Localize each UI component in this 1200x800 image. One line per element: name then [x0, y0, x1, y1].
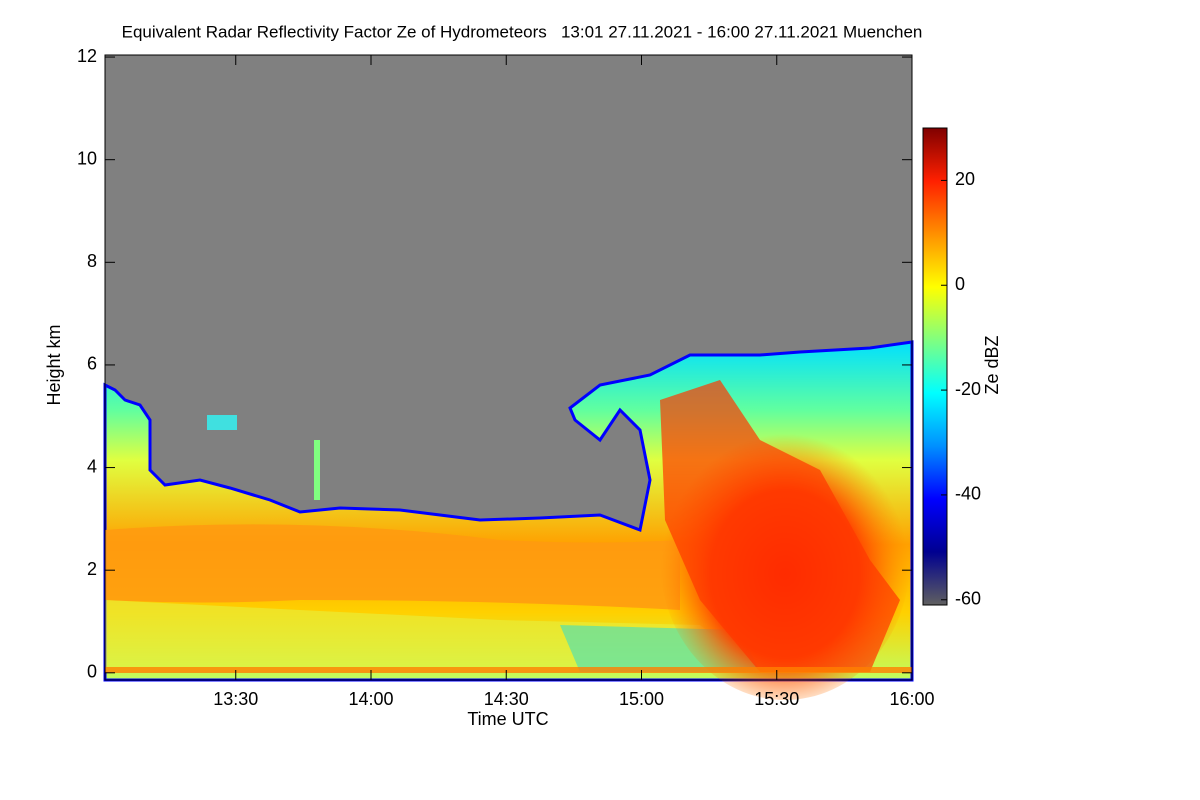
y-tick-label: 4: [87, 456, 97, 476]
x-tick-label: 14:30: [484, 689, 529, 709]
plot-frame: [104, 54, 913, 681]
heatmap: [103, 55, 914, 700]
x-tick-label: 16:00: [889, 689, 934, 709]
y-tick-label: 2: [87, 559, 97, 579]
colorbar-tick-label: -40: [955, 484, 981, 504]
y-tick-label: 10: [77, 148, 97, 168]
x-axis-label: Time UTC: [467, 709, 548, 729]
x-tick-label: 15:30: [754, 689, 799, 709]
colorbar-tick-label: 0: [955, 274, 965, 294]
y-axis-label: Height km: [44, 324, 64, 405]
y-tick-label: 0: [87, 662, 97, 682]
colorbar-tick-label: -60: [955, 589, 981, 609]
y-tick-label: 6: [87, 354, 97, 374]
x-tick-label: 13:30: [213, 689, 258, 709]
colorbar-tick-label: 20: [955, 169, 975, 189]
colorbar: [922, 127, 948, 606]
colorbar-tick-label: -20: [955, 379, 981, 399]
colorbar-label: Ze dBZ: [982, 335, 1002, 394]
chart-title: Equivalent Radar Reflectivity Factor Ze …: [122, 22, 923, 41]
x-tick-label: 15:00: [619, 689, 664, 709]
y-tick-label: 8: [87, 251, 97, 271]
y-tick-label: 12: [77, 46, 97, 66]
x-tick-label: 14:00: [348, 689, 393, 709]
